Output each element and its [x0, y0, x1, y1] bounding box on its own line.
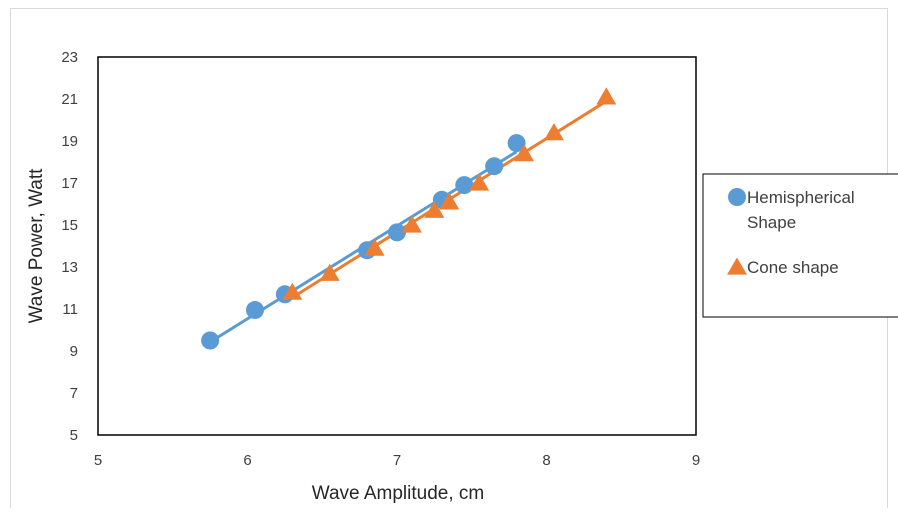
hemispherical-shape-point — [455, 176, 474, 195]
x-tick-label: 8 — [542, 452, 550, 469]
plot-area-frame — [97, 56, 697, 436]
legend-hemispherical-shape-label: Hemispherical — [747, 188, 855, 207]
cone-shape-point — [424, 200, 445, 218]
hemispherical-shape-point — [507, 134, 526, 153]
y-tick-label: 5 — [70, 427, 78, 444]
cone-shape-point — [596, 87, 617, 105]
hemispherical-shape-point — [485, 157, 504, 176]
legend-cone-shape-marker — [727, 257, 747, 275]
legend: Hemispherical Shape Cone shape — [702, 173, 898, 318]
cone-shape-point — [319, 263, 340, 281]
y-tick-label: 19 — [61, 133, 78, 150]
hemispherical-shape-point — [201, 331, 220, 350]
cone-shape-point — [364, 238, 385, 256]
y-tick-label: 13 — [61, 259, 78, 276]
hemispherical-shape-point — [388, 223, 406, 242]
y-tick-label: 9 — [70, 343, 78, 360]
hemispherical-shape-point — [245, 301, 264, 320]
x-tick-label: 9 — [692, 452, 700, 469]
y-tick-label: 21 — [61, 91, 78, 108]
y-tick-label: 15 — [61, 217, 78, 234]
cone-shape-point — [469, 173, 490, 191]
x-tick-label: 6 — [243, 452, 251, 469]
y-tick-label: 7 — [70, 385, 78, 402]
legend-hemispherical-shape-marker — [728, 188, 746, 206]
y-axis-title: Wave Power, Watt — [26, 168, 47, 324]
cone-shape-point — [439, 192, 460, 210]
legend-hemispherical-shape-label: Shape — [747, 213, 796, 232]
cone-shape-point — [514, 144, 535, 162]
cone-shape-point — [544, 123, 564, 141]
x-tick-label: 5 — [94, 452, 102, 469]
cone-shape-point — [282, 282, 303, 300]
legend-cone-shape-label: Cone shape — [747, 258, 839, 277]
y-tick-label: 11 — [62, 301, 78, 318]
y-tick-label: 23 — [61, 49, 78, 66]
x-axis-title: Wave Amplitude, cm — [312, 483, 484, 504]
y-tick-label: 17 — [61, 175, 78, 192]
cone-shape-point — [401, 215, 422, 233]
x-tick-label: 7 — [393, 452, 401, 469]
